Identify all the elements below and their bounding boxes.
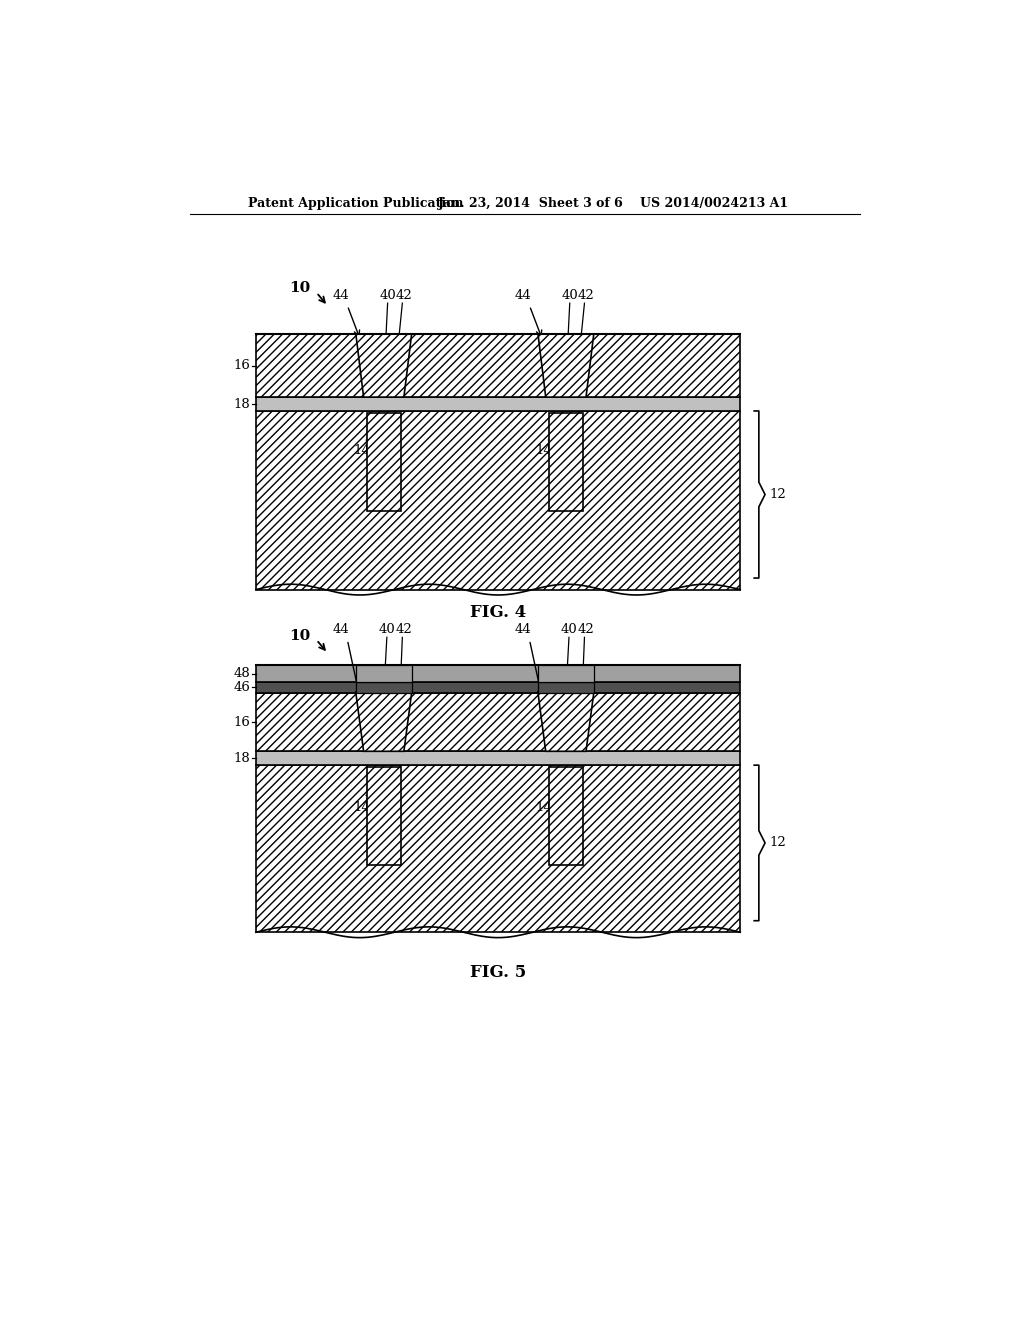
Text: 18: 18 bbox=[233, 751, 251, 764]
Polygon shape bbox=[256, 397, 740, 411]
Text: 40: 40 bbox=[560, 623, 578, 636]
Text: 12: 12 bbox=[770, 837, 786, 850]
Polygon shape bbox=[256, 693, 740, 751]
Text: 44: 44 bbox=[515, 289, 531, 302]
Text: 14: 14 bbox=[536, 801, 553, 814]
Text: 48: 48 bbox=[233, 667, 251, 680]
Text: Patent Application Publication: Patent Application Publication bbox=[248, 197, 464, 210]
Polygon shape bbox=[367, 767, 400, 866]
Text: 44: 44 bbox=[333, 623, 349, 636]
Text: FIG. 5: FIG. 5 bbox=[470, 964, 526, 981]
Polygon shape bbox=[538, 334, 594, 397]
Text: 16: 16 bbox=[233, 715, 251, 729]
Text: 12: 12 bbox=[770, 488, 786, 502]
Polygon shape bbox=[256, 334, 740, 397]
Text: 44: 44 bbox=[333, 289, 349, 302]
Polygon shape bbox=[256, 682, 740, 693]
Polygon shape bbox=[356, 665, 412, 682]
Polygon shape bbox=[256, 751, 740, 766]
Polygon shape bbox=[538, 693, 594, 751]
Text: 14: 14 bbox=[536, 445, 553, 458]
Text: 42: 42 bbox=[395, 289, 413, 302]
Text: 16: 16 bbox=[233, 359, 251, 372]
Text: 14: 14 bbox=[353, 801, 371, 814]
Text: 40: 40 bbox=[379, 623, 395, 636]
Text: 14: 14 bbox=[353, 445, 371, 458]
Text: 40: 40 bbox=[379, 289, 396, 302]
Text: 18: 18 bbox=[233, 397, 251, 411]
Text: 10: 10 bbox=[289, 281, 310, 294]
Polygon shape bbox=[538, 665, 594, 682]
Text: 46: 46 bbox=[233, 681, 251, 694]
Text: US 2014/0024213 A1: US 2014/0024213 A1 bbox=[640, 197, 787, 210]
Polygon shape bbox=[356, 693, 412, 751]
Text: 42: 42 bbox=[578, 623, 594, 636]
Text: 40: 40 bbox=[561, 289, 579, 302]
Polygon shape bbox=[256, 665, 740, 682]
Text: 44: 44 bbox=[515, 623, 531, 636]
Polygon shape bbox=[538, 682, 594, 693]
Polygon shape bbox=[356, 682, 412, 693]
Polygon shape bbox=[367, 412, 400, 511]
Text: 10: 10 bbox=[289, 628, 310, 643]
Polygon shape bbox=[549, 767, 583, 866]
Text: Jan. 23, 2014  Sheet 3 of 6: Jan. 23, 2014 Sheet 3 of 6 bbox=[438, 197, 624, 210]
Polygon shape bbox=[256, 766, 740, 932]
Polygon shape bbox=[256, 411, 740, 590]
Polygon shape bbox=[549, 412, 583, 511]
Text: 42: 42 bbox=[578, 289, 594, 302]
Polygon shape bbox=[356, 334, 412, 397]
Text: 42: 42 bbox=[395, 623, 413, 636]
Text: FIG. 4: FIG. 4 bbox=[470, 605, 526, 622]
